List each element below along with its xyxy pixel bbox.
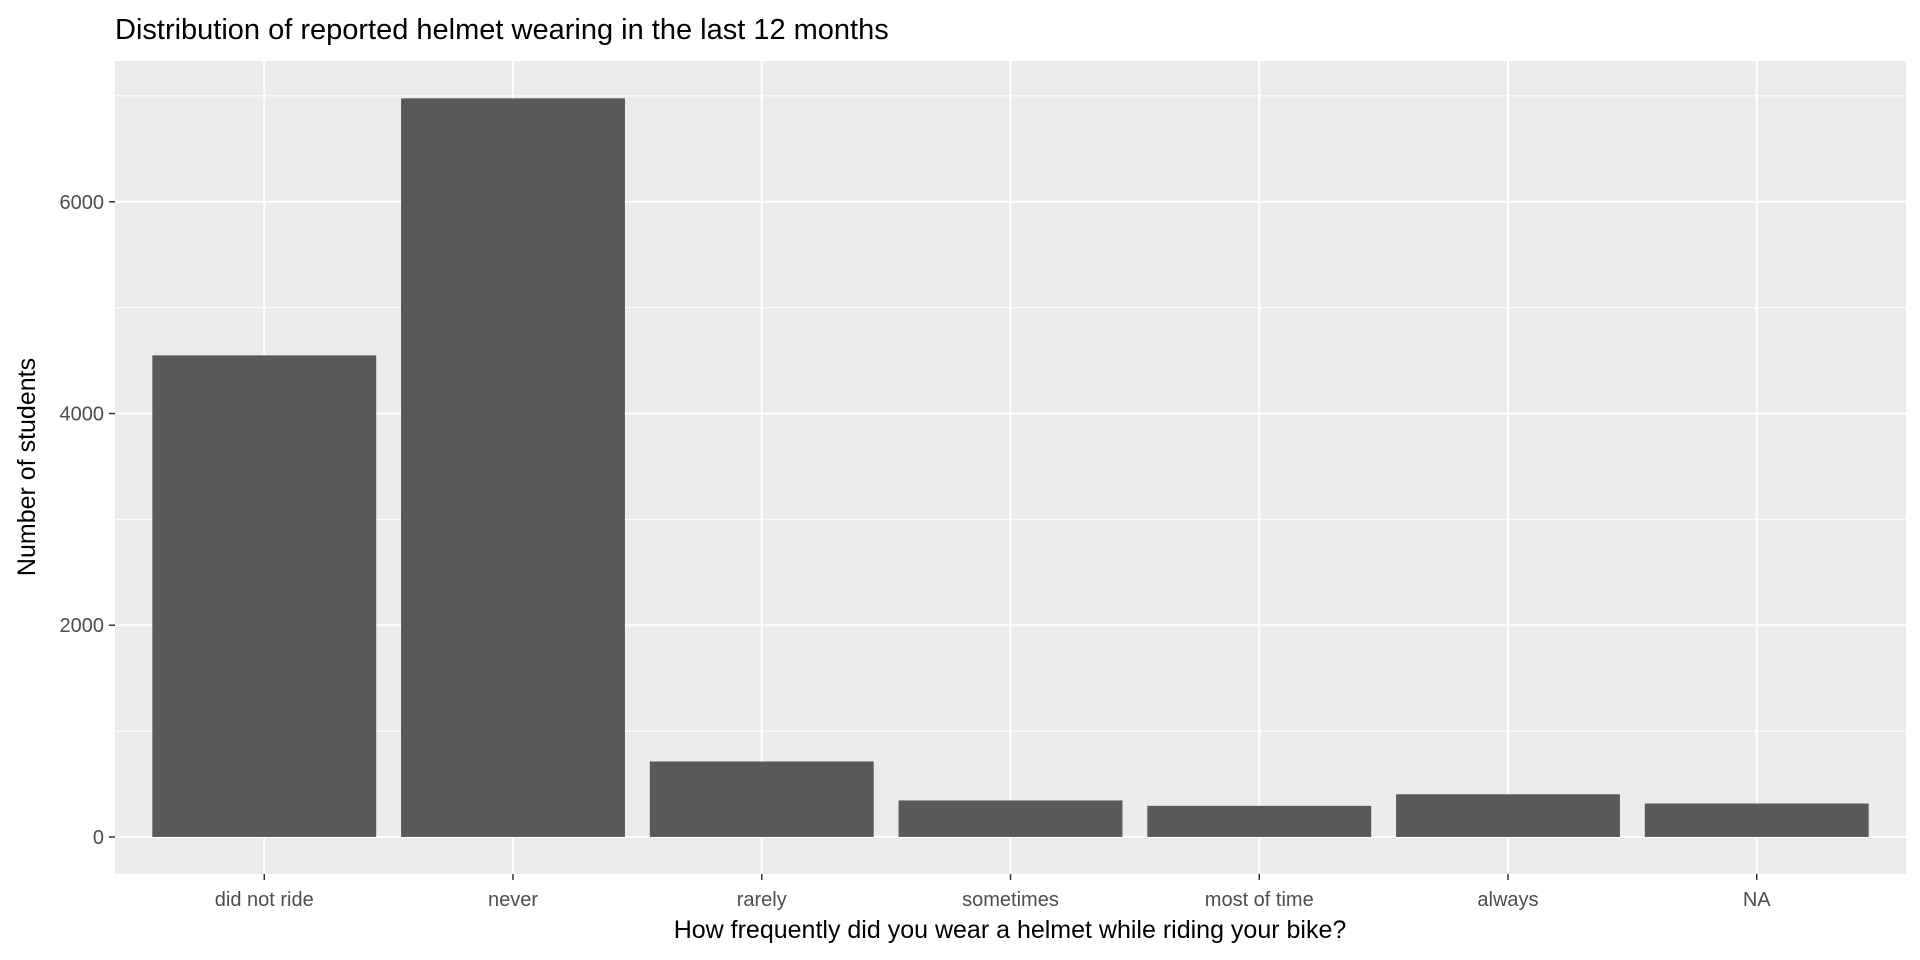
- y-tick-label: 2000: [60, 615, 105, 637]
- bar-sometimes: [898, 800, 1123, 837]
- bar-never: [401, 98, 625, 837]
- x-tick-label: always: [1477, 889, 1538, 911]
- y-axis-ticks: 0 2000 4000 6000: [60, 192, 115, 849]
- x-tick-label: NA: [1743, 889, 1771, 911]
- bar-did-not-ride: [152, 355, 377, 837]
- y-tick-label: 0: [93, 827, 104, 849]
- x-tick-label: never: [488, 889, 538, 911]
- bar-na: [1644, 803, 1869, 837]
- x-axis-title: How frequently did you wear a helmet whi…: [674, 916, 1347, 944]
- y-tick-label: 4000: [60, 404, 105, 426]
- y-tick-label: 6000: [60, 192, 105, 214]
- bar-most-of-time: [1147, 805, 1372, 837]
- x-tick-label: sometimes: [962, 889, 1059, 911]
- x-tick-label: most of time: [1205, 889, 1314, 911]
- bar-rarely: [649, 761, 874, 837]
- chart-title: Distribution of reported helmet wearing …: [115, 14, 889, 46]
- bar-always: [1396, 794, 1620, 837]
- y-axis-title: Number of students: [13, 358, 41, 576]
- bars: [152, 98, 1869, 837]
- x-axis-ticks: did not ride never rarely sometimes most of …: [215, 874, 1771, 911]
- x-tick-label: did not ride: [215, 889, 314, 911]
- x-tick-label: rarely: [737, 889, 787, 911]
